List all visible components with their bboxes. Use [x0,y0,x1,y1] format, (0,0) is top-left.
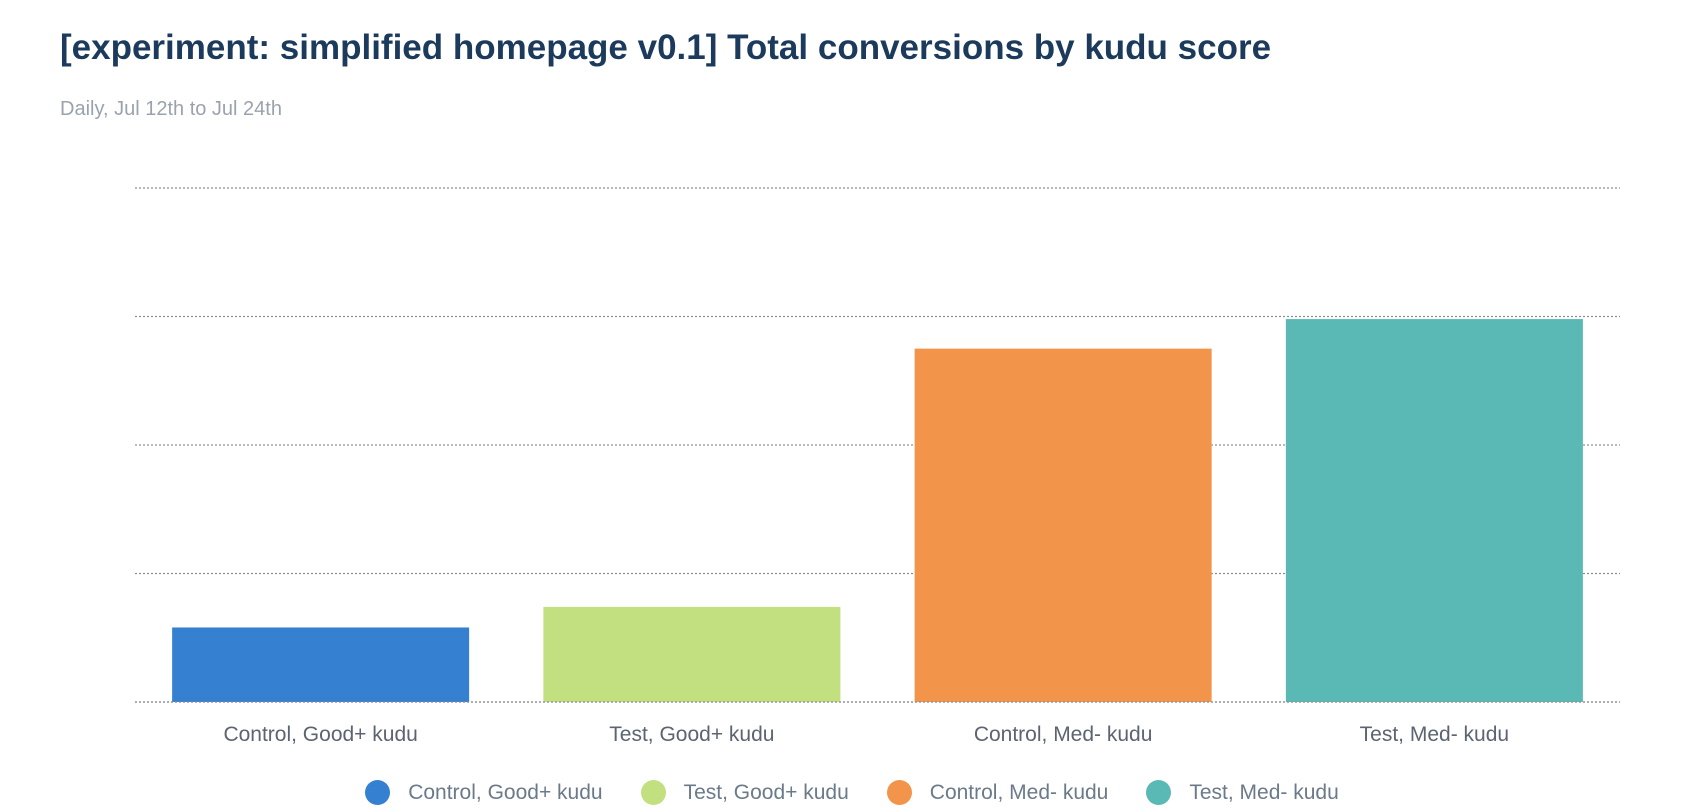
legend-swatch-test-good [640,780,666,805]
legend-label-test-good: Test, Good+ kudu [683,780,849,804]
legend-swatch-test-med [1146,780,1172,805]
legend-swatch-control-good [365,780,391,805]
x-axis-labels: Control, Good+ kudu Test, Good+ kudu Contr… [135,701,1620,746]
chart-title: [experiment: simplified homepage v0.1] T… [60,28,1272,67]
bar-1[interactable] [543,606,841,702]
x-tick-label-2: Control, Med- kudu [974,723,1153,746]
bar-0[interactable] [172,627,470,702]
x-tick-label-0: Control, Good+ kudu [223,723,417,746]
legend-item-test-med[interactable]: Test, Med- kudu [1146,780,1339,805]
legend-label-control-med: Control, Med- kudu [929,780,1109,804]
bar-chart: Control, Good+ kudu Test, Good+ kudu Contr… [135,187,1620,746]
x-tick-label-3: Test, Med- kudu [1360,723,1509,746]
bar-2[interactable] [914,348,1212,702]
x-tick-label-1: Test, Good+ kudu [609,723,774,746]
legend-swatch-control-med [886,780,912,805]
legend-label-control-good: Control, Good+ kudu [408,780,603,804]
chart-subtitle: Daily, Jul 12th to Jul 24th [60,98,282,120]
legend-label-test-med: Test, Med- kudu [1189,780,1339,804]
legend-item-control-good[interactable]: Control, Good+ kudu [365,780,603,805]
legend: Control, Good+ kudu Test, Good+ kudu Con… [0,780,1682,805]
legend-item-test-good[interactable]: Test, Good+ kudu [640,780,849,805]
legend-item-control-med[interactable]: Control, Med- kudu [886,780,1109,805]
bars [172,319,1583,702]
bar-3[interactable] [1285,319,1583,702]
